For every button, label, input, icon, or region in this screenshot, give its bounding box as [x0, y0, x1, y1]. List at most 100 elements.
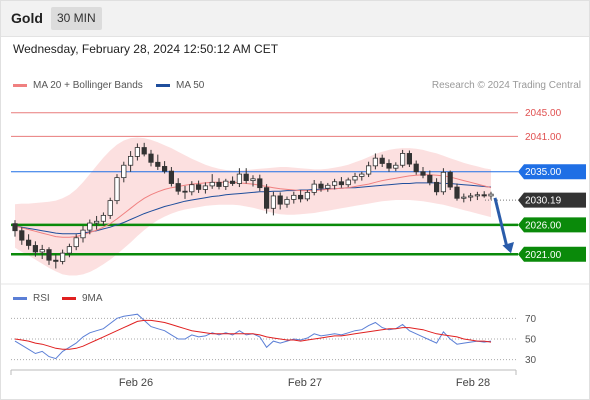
support-level-pill: [518, 217, 586, 233]
candle-body-down: [297, 194, 304, 200]
rsi-ma-line: [14, 319, 492, 350]
candle: [331, 178, 338, 190]
candle-body-up: [87, 222, 93, 231]
candle-body-up: [352, 176, 358, 181]
candle-body-up: [372, 157, 379, 167]
support-level-pill: [518, 246, 586, 262]
candle: [481, 191, 487, 198]
candlesticks: [12, 142, 494, 269]
candle-body-down: [427, 174, 433, 183]
candle-body-down: [257, 178, 263, 189]
candle: [263, 184, 270, 214]
candle: [60, 249, 66, 265]
candle-body-up: [114, 177, 120, 202]
candle: [427, 170, 433, 186]
candle: [325, 182, 331, 192]
rsi-level-label: 50: [525, 335, 537, 346]
rsi-line: [14, 313, 492, 360]
candle-body-up: [359, 173, 365, 177]
candle-body-down: [318, 183, 324, 189]
candle-body-up: [73, 237, 79, 248]
candle: [399, 149, 406, 168]
time-axis-label: Feb 26: [119, 377, 153, 389]
candle-body-down: [406, 153, 413, 165]
candle: [53, 254, 59, 269]
ma20-legend: MA 20 + Bollinger Bands: [13, 80, 143, 91]
timeframe-button[interactable]: 30 MIN: [51, 7, 102, 30]
candle: [209, 174, 215, 189]
price-levels: [11, 112, 518, 256]
candle-body-up: [488, 193, 494, 197]
candle-body-down: [46, 249, 52, 261]
candle: [100, 212, 106, 226]
candle-body-up: [461, 196, 467, 199]
rsi-level-label: 30: [525, 355, 537, 366]
candle-body-down: [229, 180, 236, 184]
candle: [66, 243, 72, 258]
candle-body-up: [236, 173, 242, 184]
candle: [379, 154, 385, 168]
candle-body-down: [216, 181, 222, 187]
candle-body-up: [80, 229, 86, 239]
candle: [87, 219, 93, 235]
pivot-level-label: 2035.00: [525, 167, 562, 178]
candle: [297, 190, 304, 203]
candle: [148, 149, 154, 167]
rsi-label: RSI: [33, 293, 50, 304]
time-axis-labels: Feb 26 Feb 27 Feb 28: [119, 377, 490, 389]
candle: [433, 178, 440, 196]
candle: [386, 159, 392, 172]
candle: [236, 168, 242, 188]
rsi-legend: RSI: [13, 293, 50, 304]
candle: [365, 161, 372, 178]
resistance-level-label: 2045.00: [525, 108, 562, 119]
candle: [168, 167, 174, 187]
candle: [257, 174, 263, 192]
candle-body-up: [107, 200, 113, 216]
rsi-ma-label: 9MA: [82, 293, 103, 304]
candle: [277, 192, 283, 210]
price-level-labels: 2045.00 2041.00 2035.00 2030.19 2026.00 2021.…: [518, 108, 586, 262]
candle: [155, 154, 161, 170]
candle-body-up: [440, 171, 447, 193]
candle-body-up: [189, 184, 195, 193]
candle: [195, 180, 202, 193]
candle-body-up: [60, 252, 66, 262]
candle-body-up: [94, 220, 100, 224]
candle-body-down: [243, 173, 249, 181]
candle: [488, 191, 494, 200]
candle: [372, 153, 379, 170]
candle-body-up: [250, 178, 256, 181]
candle: [12, 220, 18, 237]
candle-body-up: [345, 179, 351, 186]
candle-body-down: [141, 147, 147, 155]
candle-body-down: [32, 245, 39, 253]
candle: [202, 182, 208, 194]
candle-body-up: [100, 214, 106, 222]
candle: [440, 168, 447, 195]
pivot-level-pill: [518, 164, 586, 180]
candle: [80, 225, 86, 243]
candle-body-up: [134, 147, 140, 157]
support-level-label: 2021.00: [525, 250, 562, 261]
candle: [467, 192, 474, 202]
last-level-pill: [518, 192, 586, 208]
candle-body-up: [209, 181, 215, 187]
candle-body-down: [175, 183, 181, 192]
candle-body-down: [53, 259, 59, 262]
resistance-level-label: 2041.00: [525, 132, 562, 143]
rsi-panel: 70 50 30: [11, 313, 537, 366]
candle-body-up: [66, 246, 72, 254]
candle: [46, 247, 52, 265]
candle-body-up: [365, 165, 372, 175]
symbol-name: Gold: [11, 10, 43, 26]
candle-body-up: [311, 183, 317, 193]
candle: [32, 241, 39, 257]
rsi-ma-legend: 9MA: [62, 293, 103, 304]
candle: [121, 161, 127, 183]
candle-body-down: [161, 166, 168, 172]
candle-body-up: [223, 180, 229, 187]
candle-body-down: [19, 230, 25, 241]
candle: [345, 177, 351, 188]
